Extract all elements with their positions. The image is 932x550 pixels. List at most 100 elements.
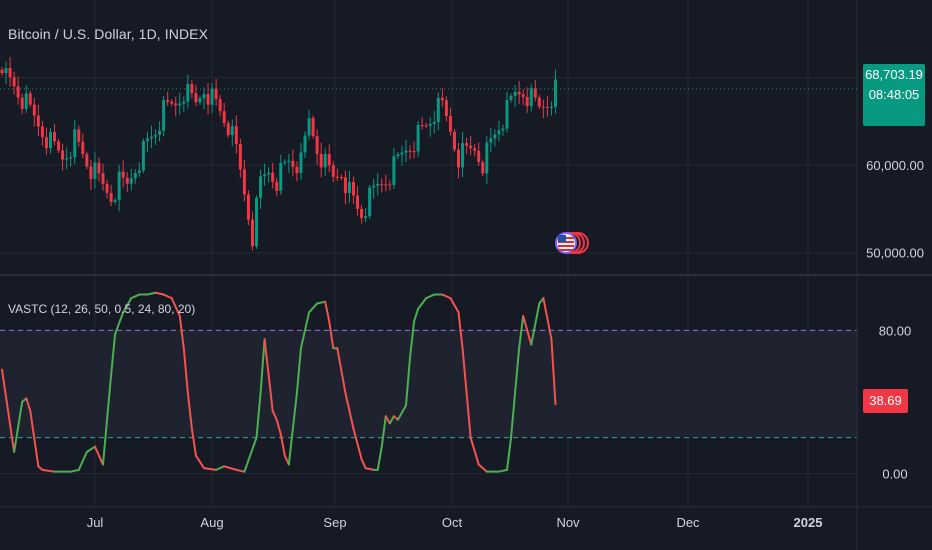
candle-body [166,99,170,102]
osc-tick-label: 0.00 [882,466,907,481]
vastc-segment [271,409,278,421]
candle-body [356,195,360,209]
candle-body [541,106,545,108]
candle-body [65,158,69,160]
candle-body [178,103,182,106]
vastc-segment [85,445,96,453]
symbol-title[interactable]: Bitcoin / U.S. Dollar, 1D, INDEX [8,26,209,42]
vastc-segment [29,409,40,468]
candle-body [339,177,343,179]
vastc-segment [130,293,141,300]
candle-body [4,68,8,74]
vastc-segment [360,458,367,470]
vastc-segment [510,391,517,439]
vastc-segment [299,329,306,350]
vastc-segment [267,374,274,412]
vastc-segment [1,368,16,453]
candle-body [360,208,364,219]
candle-body [465,143,469,146]
time-tick-label: Dec [676,515,700,530]
candle-body [162,99,166,131]
candle-body [242,169,246,195]
candle-body [279,162,283,191]
candle-body [315,136,319,154]
candle-body [545,106,549,108]
vastc-segment [522,315,529,332]
vastc-segment [514,347,521,394]
candle-body [384,184,388,186]
candle-body [323,154,327,168]
candle-body [267,172,271,175]
candle-body [501,128,505,131]
candle-body [0,69,4,74]
candle-body [275,181,279,191]
candle-body [40,126,44,138]
candle-body [368,187,372,217]
candle-body [448,115,452,132]
candle-body [473,148,477,151]
vastc-segment [279,433,286,457]
candle-body [335,176,339,178]
bar-countdown: 08:48:05 [868,87,920,102]
candle-body [226,123,230,136]
vastc-segment [69,468,80,473]
vastc-segment [477,463,488,473]
price-tick-label: 50,000.00 [866,246,924,261]
candle-body [509,95,513,100]
flag-stripe [558,249,574,251]
candle-body [388,184,392,186]
candle-body [234,126,238,145]
vastc-segment [328,320,335,350]
candle-body [412,151,416,153]
candle-body [202,94,206,99]
indicator-title[interactable]: VASTC (12, 26, 50, 0.5, 24, 80, 20) [8,302,196,316]
vastc-segment [352,427,363,461]
vastc-segment [194,454,205,470]
candle-body [174,103,178,106]
vastc-segment [506,436,513,471]
candle-body [469,145,473,149]
candle-body [343,177,347,194]
vastc-segment [388,415,395,425]
candle-body [154,134,158,137]
candle-body [396,154,400,157]
time-tick-label: 2025 [794,515,823,530]
candle-body [481,162,485,174]
candle-body [210,88,214,105]
vastc-segment [469,436,480,466]
candle-body [117,171,121,201]
candle-body [424,125,428,127]
candle-body [287,160,291,162]
vastc-segment [308,302,319,314]
vastc-line [1,291,557,473]
candle-body [271,172,275,182]
vastc-segment [441,293,452,300]
candle-body [392,156,396,185]
flag-canton [558,235,566,242]
candle-body [428,123,432,126]
vastc-segment [344,391,355,430]
candle-body [190,84,194,94]
candle-body [182,101,186,104]
candle-body [24,93,28,109]
candle-body [101,173,105,184]
vastc-segment [235,468,246,473]
candle-body [553,79,557,107]
vastc-segment [255,391,262,439]
vastc-segment [178,315,185,350]
flag-stripe [558,245,574,247]
candle-body [97,162,101,174]
vastc-segment [336,347,347,394]
vastc-segment [518,315,525,350]
candle-body [69,157,73,159]
candle-body [246,194,250,220]
candle-body [44,137,48,149]
vastc-segment [106,374,113,421]
candle-body [158,130,162,135]
vastc-segment [380,415,387,448]
candle-body [299,152,303,174]
candle-body [351,181,355,196]
vastc-segment [223,465,238,471]
